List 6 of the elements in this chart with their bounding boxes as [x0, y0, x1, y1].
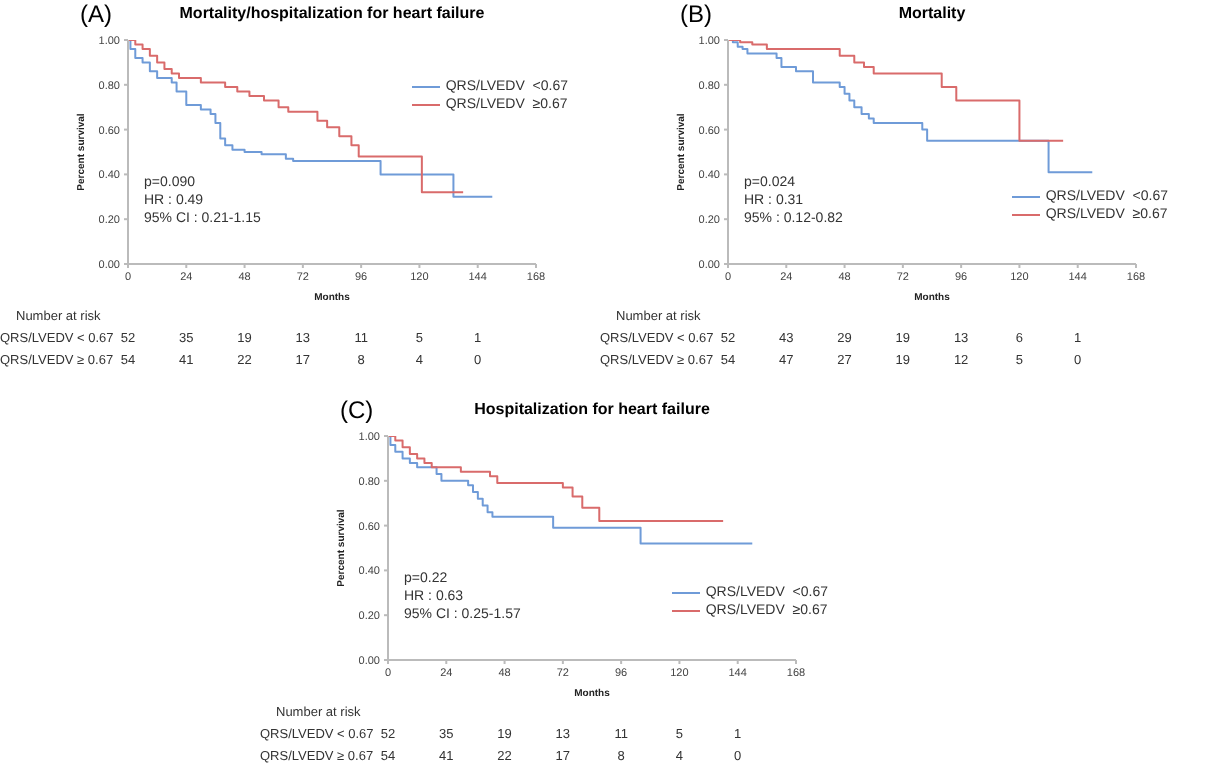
text: (A) — [80, 0, 112, 28]
chart-title: Hospitalization for heart failure — [474, 400, 710, 418]
text: (C) — [340, 396, 374, 424]
chart-title: Mortality — [898, 4, 966, 22]
chart-title: Mortality/hospitalization for heart failure — [179, 4, 485, 22]
text: (B) — [680, 0, 712, 28]
